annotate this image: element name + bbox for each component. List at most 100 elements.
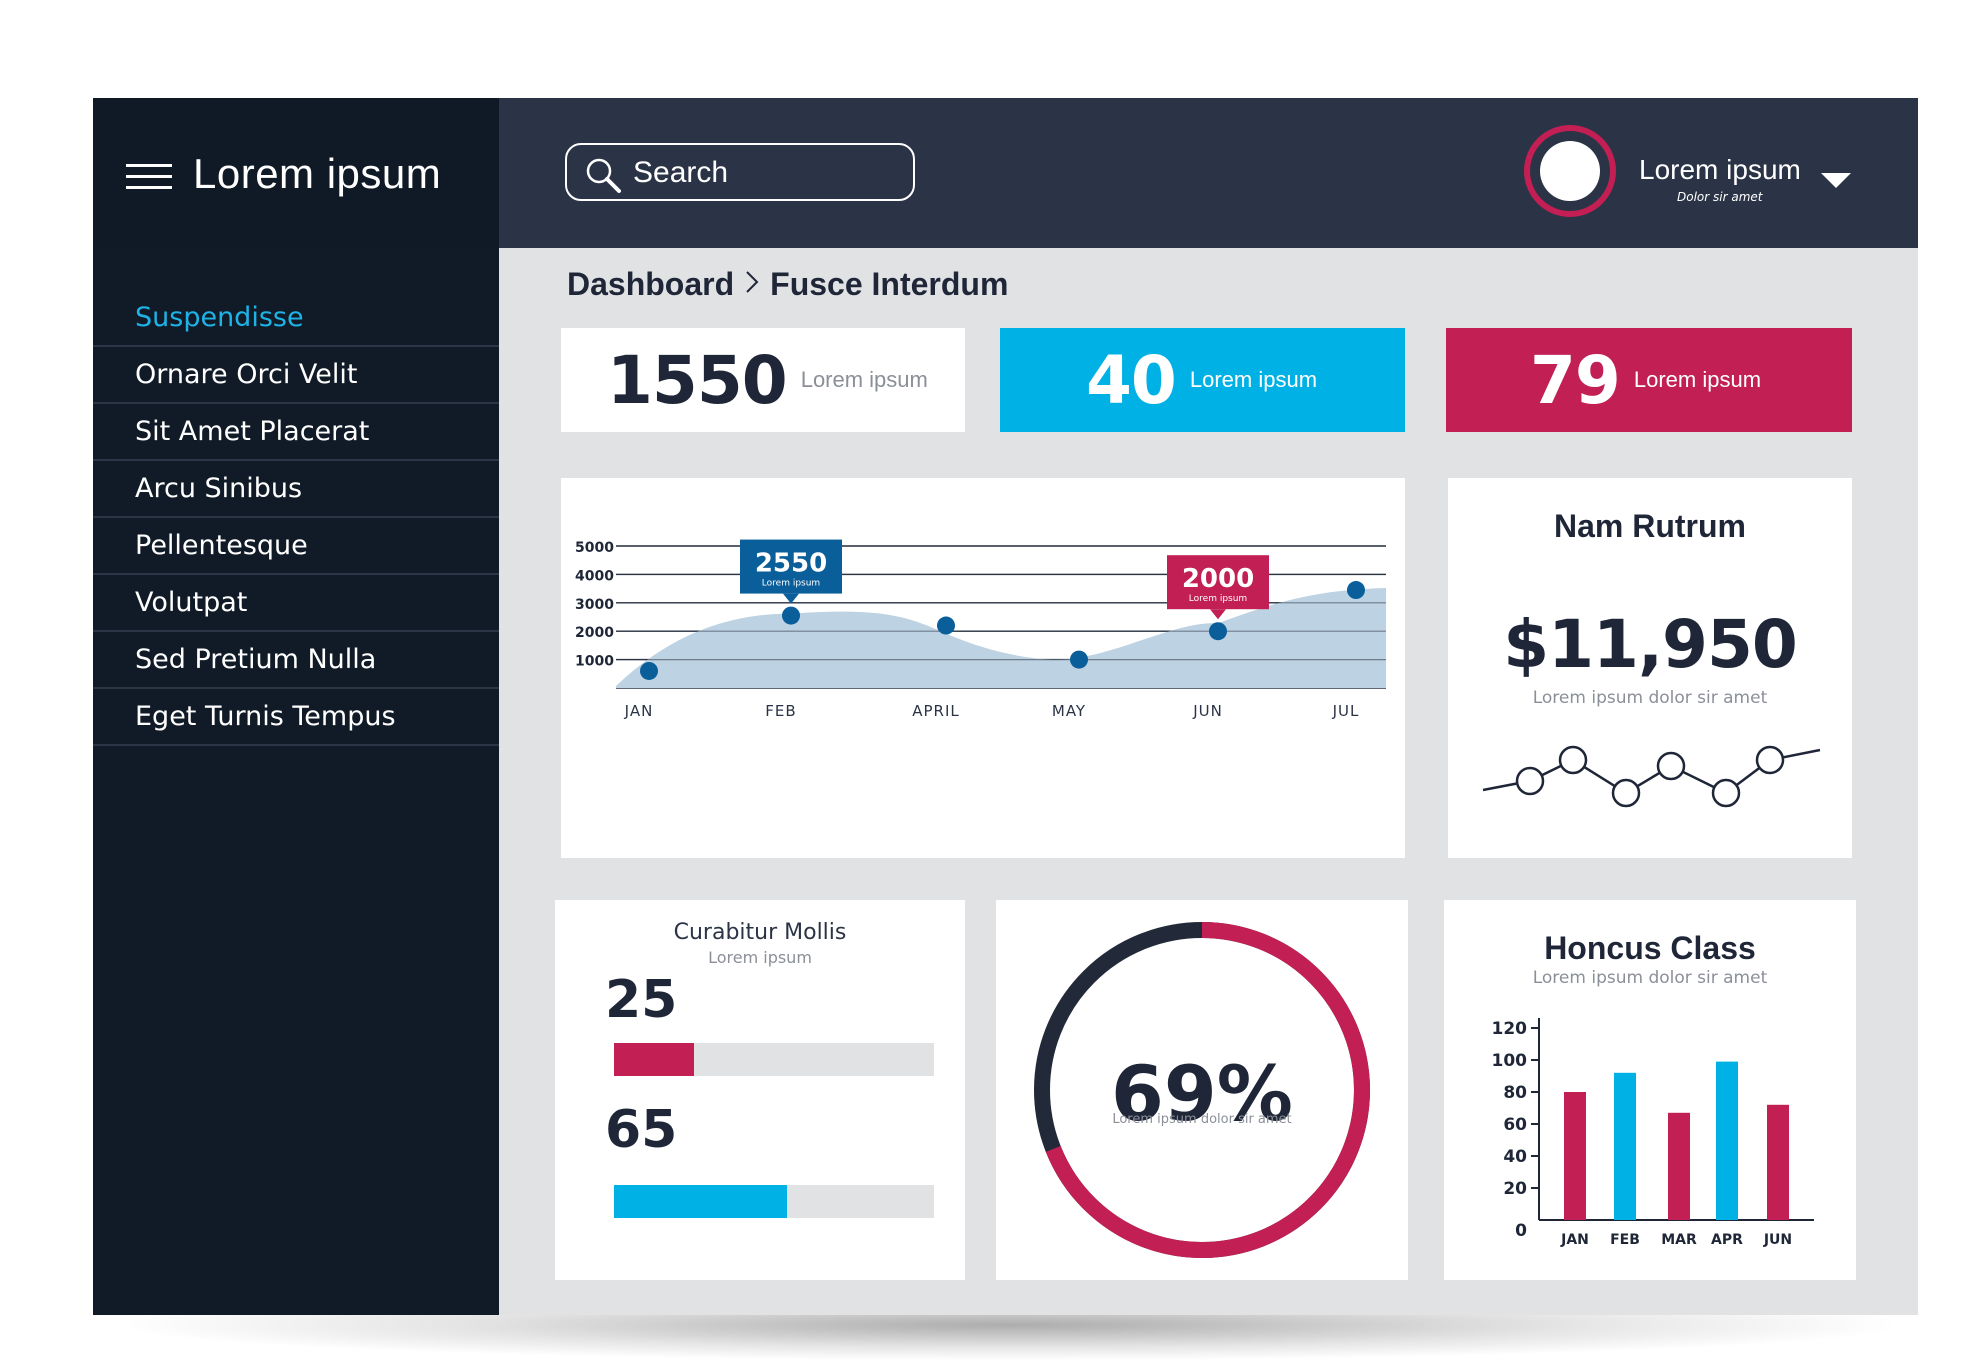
- card-value: $11,950: [1503, 606, 1798, 683]
- breadcrumb-current: Fusce Interdum: [770, 266, 1009, 302]
- y-tick-label: 120: [1492, 1019, 1528, 1039]
- spark-point: [1558, 745, 1588, 775]
- spark-point: [1656, 751, 1686, 781]
- donut-chart: 69%: [1034, 922, 1370, 1258]
- y-tick-label: 60: [1503, 1115, 1527, 1135]
- stat-value: 79: [1530, 341, 1621, 419]
- sidebar-item[interactable]: Arcu Sinibus: [93, 461, 499, 518]
- x-tick-label: APRIL: [912, 702, 960, 720]
- sidebar-item[interactable]: Sit Amet Placerat: [93, 404, 499, 461]
- sidebar: Lorem ipsum Suspendisse Ornare Orci Velit…: [93, 98, 499, 1315]
- card-title: Honcus Class: [1544, 930, 1756, 966]
- callout-value: 2550: [755, 549, 827, 579]
- user-name[interactable]: Lorem ipsum: [1639, 154, 1801, 185]
- bar: [1767, 1104, 1789, 1220]
- search-input[interactable]: Search: [565, 143, 915, 201]
- search-icon: [586, 158, 621, 193]
- donut-subtitle: Lorem ipsum dolor sir amet: [1112, 1112, 1292, 1127]
- x-tick-label: APR: [1711, 1232, 1743, 1248]
- callout-value: 2000: [1182, 564, 1254, 594]
- x-tick-label: FEB: [765, 702, 796, 720]
- y-tick-label: 5000: [575, 540, 614, 556]
- y-tick-label: 100: [1492, 1051, 1528, 1071]
- card-subtitle: Lorem ipsum: [708, 948, 812, 967]
- hamburger-menu-icon[interactable]: [126, 164, 172, 190]
- stat-value: 1550: [607, 341, 788, 419]
- x-tick-label: FEB: [1610, 1232, 1640, 1248]
- sidebar-item[interactable]: Sed Pretium Nulla: [93, 632, 499, 689]
- y-tick-label: 0: [1515, 1221, 1527, 1241]
- avatar[interactable]: [1524, 125, 1616, 217]
- spark-point: [1755, 745, 1785, 775]
- y-tick-label: 4000: [575, 568, 614, 584]
- donut-value: 69%: [1111, 1049, 1293, 1138]
- callout-label: Lorem ipsum: [1189, 594, 1247, 604]
- x-tick-label: MAR: [1661, 1232, 1697, 1248]
- bar: [1564, 1092, 1586, 1220]
- honcus-card: Honcus Class Lorem ipsum dolor sir amet …: [1444, 900, 1856, 1280]
- sidebar-item[interactable]: Ornare Orci Velit: [93, 347, 499, 404]
- breadcrumb: Dashboard Fusce Interdum: [567, 266, 1008, 303]
- data-point[interactable]: [1347, 581, 1365, 600]
- x-tick-label: JAN: [624, 702, 654, 720]
- data-point[interactable]: [640, 661, 658, 680]
- stat-card-3: 79 Lorem ipsum: [1446, 328, 1852, 432]
- bar: [1716, 1061, 1738, 1220]
- stat-label: Lorem ipsum: [1633, 367, 1762, 392]
- stat-label: Lorem ipsum: [800, 367, 928, 392]
- sparkline: [1482, 745, 1821, 808]
- x-tick-label: JUN: [1763, 1232, 1792, 1248]
- x-tick-label: JUN: [1192, 702, 1223, 720]
- brand-header: Lorem ipsum: [93, 98, 499, 248]
- sidebar-item[interactable]: Volutpat: [93, 575, 499, 632]
- card-title: Curabitur Mollis: [673, 920, 847, 945]
- chevron-right-icon: [744, 266, 760, 303]
- y-tick-label: 3000: [575, 597, 614, 613]
- data-point[interactable]: [937, 616, 955, 635]
- progress-fill: [614, 1185, 787, 1218]
- bar: [1614, 1072, 1636, 1220]
- x-tick-label: JUL: [1332, 702, 1360, 720]
- progress-fill: [614, 1043, 694, 1076]
- spark-point: [1515, 766, 1545, 796]
- spark-point: [1611, 778, 1641, 808]
- spark-point: [1711, 778, 1741, 808]
- top-bar: Search Lorem ipsum Dolor sir amet: [499, 98, 1918, 248]
- y-tick-label: 2000: [575, 625, 614, 641]
- curabitur-card: Curabitur Mollis Lorem ipsum 25 65: [555, 900, 965, 1280]
- bar: [1668, 1112, 1690, 1220]
- progress-value: 65: [605, 1100, 678, 1160]
- progress-bar: [614, 1043, 934, 1076]
- donut-segment: [1045, 922, 1370, 1258]
- sidebar-item[interactable]: Eget Turnis Tempus: [93, 689, 499, 746]
- y-tick-label: 40: [1503, 1147, 1527, 1167]
- donut-card: 69% Lorem ipsum dolor sir amet: [996, 900, 1408, 1280]
- sidebar-item[interactable]: Suspendisse: [93, 290, 499, 347]
- card-subtitle: Lorem ipsum dolor sir amet: [1532, 688, 1768, 708]
- data-point[interactable]: [782, 606, 800, 625]
- sidebar-item[interactable]: Pellentesque: [93, 518, 499, 575]
- chevron-down-icon[interactable]: [1821, 173, 1851, 188]
- progress-bar: [614, 1185, 934, 1218]
- line-chart-card: 5000 4000 3000 2000 1000 JAN FEB APRIL MAY JUN JUL…: [561, 478, 1405, 858]
- y-tick-label: 1000: [575, 654, 614, 670]
- brand-title: Lorem ipsum: [193, 150, 442, 197]
- stat-label: Lorem ipsum: [1189, 367, 1318, 392]
- user-subtitle: Dolor sir amet: [1677, 190, 1763, 204]
- progress-value: 25: [605, 970, 678, 1030]
- data-point[interactable]: [1209, 622, 1227, 641]
- x-tick-label: MAY: [1052, 702, 1086, 720]
- dashboard-app: Lorem ipsum Suspendisse Ornare Orci Velit…: [93, 98, 1918, 1315]
- bar-chart: 0 20 40 60 80 100 120 JAN FEB MAR APR JUN: [1492, 1018, 1814, 1248]
- line-chart: 5000 4000 3000 2000 1000 JAN FEB APRIL MAY JUN JUL…: [575, 539, 1386, 720]
- nam-rutrum-card: Nam Rutrum $11,950 Lorem ipsum dolor sir…: [1448, 478, 1852, 858]
- stat-card-1: 1550 Lorem ipsum: [561, 328, 965, 432]
- x-tick-label: JAN: [1560, 1232, 1589, 1248]
- stat-card-2: 40 Lorem ipsum: [1000, 328, 1405, 432]
- card-title: Nam Rutrum: [1553, 508, 1746, 544]
- data-point[interactable]: [1070, 650, 1088, 669]
- area-series: [616, 588, 1386, 688]
- card-subtitle: Lorem ipsum dolor sir amet: [1532, 968, 1768, 988]
- breadcrumb-root[interactable]: Dashboard: [567, 266, 735, 302]
